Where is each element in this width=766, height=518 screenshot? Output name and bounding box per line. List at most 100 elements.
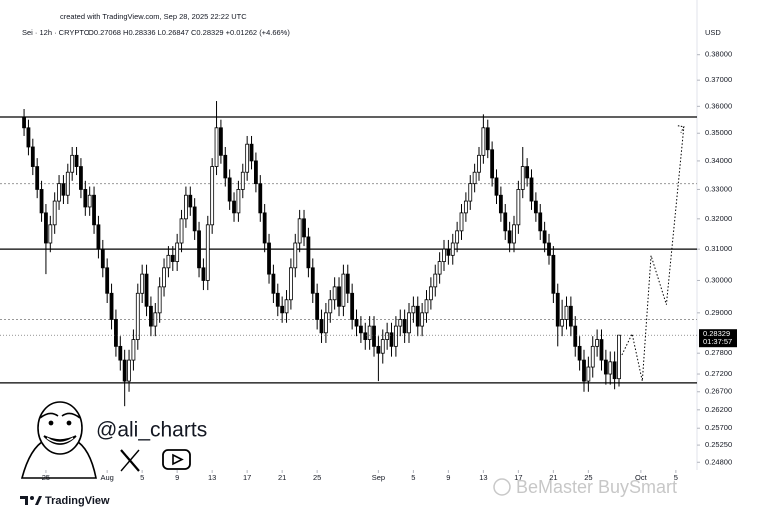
- candle-body: [380, 339, 385, 354]
- candle-body: [345, 273, 350, 294]
- avatar-head: [37, 401, 83, 455]
- candle-body: [568, 305, 573, 327]
- candle-body: [428, 286, 433, 301]
- candle-body: [188, 194, 193, 208]
- x-tick-label: 17: [243, 473, 251, 482]
- candle-body: [306, 236, 311, 269]
- avatar-teeth: [46, 437, 74, 444]
- candle-body: [232, 200, 236, 214]
- candle-body: [262, 212, 267, 244]
- x-tick-label: 25: [313, 473, 321, 482]
- candle-body: [179, 218, 184, 244]
- candle-body: [319, 319, 324, 334]
- candle-body: [516, 189, 521, 226]
- candle-body: [376, 345, 381, 354]
- candle-body: [472, 171, 477, 185]
- candle-body: [385, 332, 390, 340]
- candle-body: [455, 230, 460, 244]
- candle-body: [560, 319, 565, 327]
- candle-body: [437, 261, 442, 275]
- candle-body: [442, 248, 446, 262]
- candle-body: [358, 325, 363, 334]
- candle-body: [293, 242, 298, 269]
- x-tick-label: 17: [514, 473, 522, 482]
- x-tick-label: 21: [278, 473, 286, 482]
- candle-body: [105, 267, 110, 294]
- avatar: [20, 401, 97, 479]
- candle-body: [389, 332, 394, 347]
- x-tick-label: Sep: [372, 473, 385, 482]
- candle-body: [201, 267, 206, 281]
- candle-body: [170, 254, 175, 262]
- candle-body: [595, 339, 600, 347]
- header-note: created with TradingView.com, Sep 28, 20…: [60, 12, 247, 21]
- candle-body: [463, 200, 468, 214]
- candle-body: [315, 292, 320, 320]
- candle-body: [109, 292, 114, 320]
- candle-body: [407, 312, 411, 334]
- candle-body: [520, 166, 525, 190]
- candle-body: [538, 212, 543, 232]
- candle-body: [494, 177, 499, 196]
- projection-arrow: [677, 125, 685, 133]
- candle-body: [52, 200, 57, 226]
- x-tick-label: 13: [208, 473, 216, 482]
- candle-body: [529, 177, 534, 202]
- candle-body: [582, 359, 586, 382]
- candle-body: [144, 273, 149, 307]
- candle-body: [577, 345, 582, 361]
- avatar-smile: [43, 435, 77, 445]
- youtube-play: [172, 453, 184, 466]
- brand-name: TradingView: [45, 495, 110, 507]
- candle-body: [477, 154, 481, 173]
- candle-body: [398, 319, 403, 327]
- candle-body: [446, 248, 451, 256]
- candle-body: [328, 299, 333, 314]
- x-tick-label: 9: [175, 473, 179, 482]
- candle-body: [271, 273, 276, 294]
- y-tick-label: 0.35000: [705, 128, 732, 137]
- candle-body: [393, 325, 398, 347]
- candle-body: [555, 292, 560, 327]
- y-tick-label: 0.25250: [705, 440, 732, 449]
- candle-body: [114, 319, 118, 347]
- y-tick-label: 0.27200: [705, 369, 732, 378]
- candle-body: [267, 242, 271, 275]
- candle-body: [459, 212, 464, 232]
- candle-body: [363, 332, 368, 340]
- candle-body: [153, 312, 158, 327]
- candle-body: [258, 183, 263, 214]
- brand-mark: [30, 496, 34, 500]
- candle-body: [354, 319, 359, 327]
- ohlc-legend: O0.27068 H0.28336 L0.26847 C0.28329 +0.0…: [88, 28, 290, 37]
- symbol: Sei · 12h · CRYPTO: [22, 28, 90, 37]
- brand-mark: [20, 496, 28, 505]
- candle-body: [240, 171, 245, 190]
- candle-body: [332, 286, 337, 301]
- x-icon-stroke: [120, 449, 140, 472]
- x-tick-label: 5: [674, 473, 678, 482]
- x-tick-label: Oct: [635, 473, 648, 482]
- candle-body: [617, 334, 621, 380]
- youtube-frame: [162, 449, 191, 470]
- countdown-label: 01:37:57: [703, 337, 732, 346]
- candle-body: [87, 194, 92, 208]
- candle-body: [564, 305, 569, 320]
- candle-body: [249, 143, 254, 162]
- candle-body: [297, 218, 302, 244]
- watermark-text: BeMaster BuySmart: [516, 477, 677, 497]
- candle-body: [140, 273, 145, 294]
- plot-area: [0, 101, 697, 407]
- candle-body: [162, 267, 166, 288]
- candle-body: [503, 212, 508, 232]
- candle-body: [157, 286, 162, 314]
- candle-body: [122, 359, 127, 382]
- candle-body: [70, 154, 75, 173]
- candle-body: [490, 149, 495, 179]
- candle-body: [100, 248, 105, 269]
- candle-body: [149, 305, 153, 327]
- candle-body: [433, 273, 438, 288]
- candle-body: [468, 183, 473, 202]
- candle-body: [219, 127, 223, 156]
